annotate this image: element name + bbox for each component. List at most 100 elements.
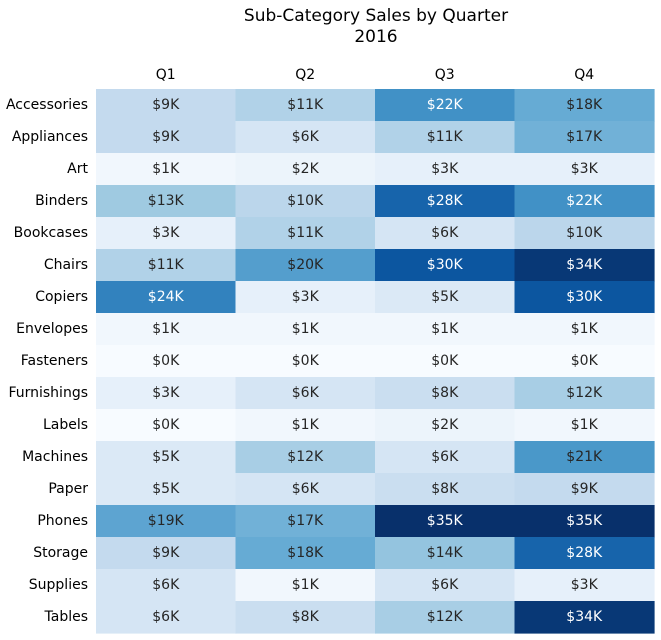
cell-label-binders-q2: $10K: [287, 193, 324, 209]
cell-copiers-q2: [235, 281, 376, 314]
cell-label-labels-q1: $0K: [152, 417, 180, 433]
cell-label-storage-q4: $28K: [566, 545, 603, 561]
cell-accessories-q1: [96, 89, 237, 122]
cell-appliances-q1: [96, 121, 237, 154]
row-label-fasteners: Fasteners: [21, 353, 88, 369]
cell-label-fasteners-q1: $0K: [152, 353, 180, 369]
cell-bookcases-q2: [235, 217, 376, 250]
cell-label-bookcases-q3: $6K: [431, 225, 459, 241]
cell-tables-q2: [235, 601, 376, 634]
cell-label-chairs-q1: $11K: [148, 257, 185, 273]
cell-label-chairs-q3: $30K: [427, 257, 464, 273]
cell-label-machines-q1: $5K: [152, 449, 180, 465]
cell-label-tables-q3: $12K: [427, 609, 464, 625]
row-label-labels: Labels: [43, 417, 88, 433]
row-label-storage: Storage: [33, 545, 88, 561]
cell-label-envelopes-q4: $1K: [571, 321, 599, 337]
cell-envelopes-q2: [235, 313, 376, 346]
heatmap-cells: $9K $11K $22K $18K $9K $6K $11K $17K $1K $2K $3K $3…: [96, 89, 655, 634]
cell-label-art-q3: $3K: [431, 161, 459, 177]
row-label-envelopes: Envelopes: [16, 321, 88, 337]
cell-label-labels-q2: $1K: [292, 417, 320, 433]
cell-label-phones-q1: $19K: [148, 513, 185, 529]
row-label-art: Art: [67, 161, 88, 177]
cell-accessories-q4: [514, 89, 655, 122]
cell-label-art-q1: $1K: [152, 161, 180, 177]
cell-label-envelopes-q1: $1K: [152, 321, 180, 337]
row-label-supplies: Supplies: [29, 577, 88, 593]
cell-supplies-q1: [96, 569, 237, 602]
column-label-q2: Q2: [295, 67, 315, 83]
column-label-q3: Q3: [435, 67, 455, 83]
cell-fasteners-q1: [96, 345, 237, 378]
cell-label-chairs-q2: $20K: [287, 257, 324, 273]
cell-label-labels-q4: $1K: [571, 417, 599, 433]
cell-bookcases-q1: [96, 217, 237, 250]
cell-chairs-q3: [375, 249, 516, 282]
cell-machines-q2: [235, 441, 376, 474]
cell-label-furnishings-q3: $8K: [431, 385, 459, 401]
cell-label-machines-q4: $21K: [566, 449, 603, 465]
cell-copiers-q1: [96, 281, 237, 314]
cell-label-bookcases-q2: $11K: [287, 225, 324, 241]
cell-art-q2: [235, 153, 376, 186]
cell-copiers-q4: [514, 281, 655, 314]
cell-label-supplies-q3: $6K: [431, 577, 459, 593]
row-label-accessories: Accessories: [6, 97, 88, 113]
cell-label-envelopes-q2: $1K: [292, 321, 320, 337]
cell-label-bookcases-q4: $10K: [566, 225, 603, 241]
cell-labels-q1: [96, 409, 237, 442]
cell-supplies-q3: [375, 569, 516, 602]
cell-labels-q4: [514, 409, 655, 442]
cell-tables-q4: [514, 601, 655, 634]
cell-binders-q4: [514, 185, 655, 218]
cell-binders-q2: [235, 185, 376, 218]
cell-tables-q1: [96, 601, 237, 634]
cell-label-labels-q3: $2K: [431, 417, 459, 433]
cell-label-copiers-q4: $30K: [566, 289, 603, 305]
cell-label-envelopes-q3: $1K: [431, 321, 459, 337]
column-labels: Q1 Q2 Q3 Q4: [156, 67, 595, 83]
cell-label-paper-q4: $9K: [571, 481, 599, 497]
cell-label-paper-q1: $5K: [152, 481, 180, 497]
cell-art-q3: [375, 153, 516, 186]
cell-appliances-q4: [514, 121, 655, 154]
cell-label-appliances-q2: $6K: [292, 129, 320, 145]
row-label-copiers: Copiers: [35, 289, 88, 305]
cell-supplies-q4: [514, 569, 655, 602]
cell-phones-q3: [375, 505, 516, 538]
cell-label-supplies-q4: $3K: [571, 577, 599, 593]
cell-label-appliances-q1: $9K: [152, 129, 180, 145]
cell-label-storage-q2: $18K: [287, 545, 324, 561]
cell-paper-q3: [375, 473, 516, 506]
cell-furnishings-q3: [375, 377, 516, 410]
cell-label-furnishings-q4: $12K: [566, 385, 603, 401]
cell-label-copiers-q3: $5K: [431, 289, 459, 305]
cell-label-accessories-q4: $18K: [566, 97, 603, 113]
cell-label-accessories-q2: $11K: [287, 97, 324, 113]
cell-furnishings-q1: [96, 377, 237, 410]
row-label-tables: Tables: [44, 609, 89, 625]
cell-label-phones-q2: $17K: [287, 513, 324, 529]
cell-labels-q3: [375, 409, 516, 442]
cell-label-accessories-q1: $9K: [152, 97, 180, 113]
cell-binders-q1: [96, 185, 237, 218]
cell-phones-q4: [514, 505, 655, 538]
cell-supplies-q2: [235, 569, 376, 602]
cell-storage-q3: [375, 537, 516, 570]
cell-storage-q1: [96, 537, 237, 570]
cell-art-q1: [96, 153, 237, 186]
cell-paper-q1: [96, 473, 237, 506]
cell-label-binders-q4: $22K: [566, 193, 603, 209]
cell-labels-q2: [235, 409, 376, 442]
row-label-paper: Paper: [48, 481, 88, 497]
cell-label-appliances-q4: $17K: [566, 129, 603, 145]
cell-label-furnishings-q2: $6K: [292, 385, 320, 401]
column-label-q1: Q1: [156, 67, 176, 83]
cell-chairs-q4: [514, 249, 655, 282]
row-label-furnishings: Furnishings: [8, 385, 88, 401]
cell-label-fasteners-q2: $0K: [292, 353, 320, 369]
cell-chairs-q1: [96, 249, 237, 282]
cell-label-accessories-q3: $22K: [427, 97, 464, 113]
cell-chairs-q2: [235, 249, 376, 282]
